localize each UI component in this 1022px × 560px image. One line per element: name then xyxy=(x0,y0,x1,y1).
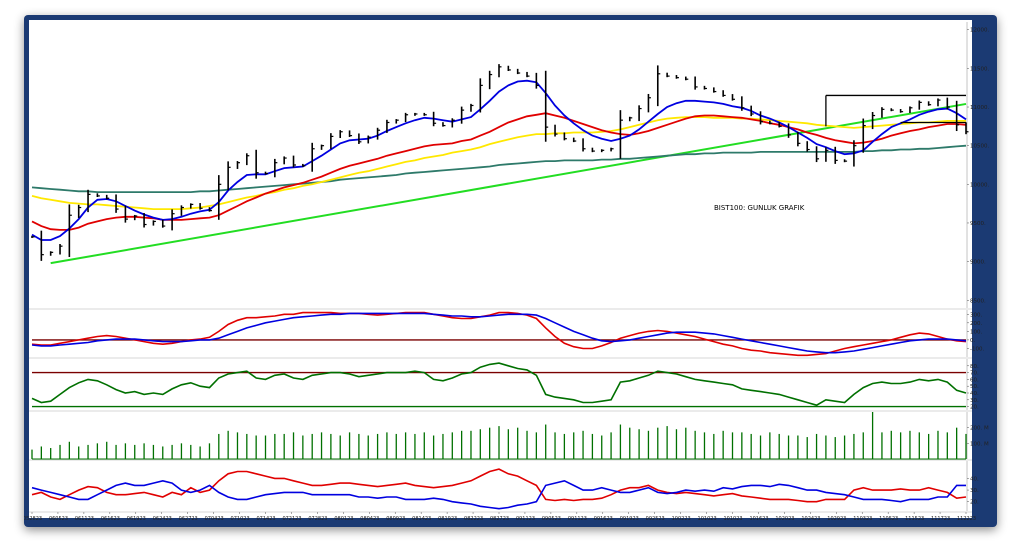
x-tick-label: 081923 xyxy=(438,516,457,522)
ma-long-line xyxy=(31,144,967,194)
chart-marks xyxy=(31,64,969,510)
y-tick-label: 9000. xyxy=(970,260,986,266)
x-tick-label: 072823 xyxy=(308,516,327,522)
x-tick-label: 090523 xyxy=(542,516,561,522)
y-tick-label: 10000. xyxy=(970,182,989,188)
x-tick-label: 082723 xyxy=(490,516,509,522)
x-tick-label: 092523 xyxy=(646,516,665,522)
momentum-blue-line xyxy=(31,312,967,354)
y-tick-label: 11500. xyxy=(970,66,989,72)
x-tick-label: 091923 xyxy=(620,516,639,522)
plot-area xyxy=(29,20,972,518)
y-tick-label: 300. xyxy=(970,312,982,318)
dmi-red-line xyxy=(31,468,967,503)
y-tick-label: 100. xyxy=(970,329,982,335)
y-tick-label: 20. xyxy=(970,500,979,506)
y-tick-label: 50. xyxy=(970,384,979,390)
x-tick-label: 082223 xyxy=(464,516,483,522)
ma-red-line xyxy=(31,112,967,231)
x-tick-label: 101023 xyxy=(724,516,743,522)
rsi-line xyxy=(31,362,967,407)
x-tick-label: 071023 xyxy=(231,516,250,522)
x-tick-label: 081423 xyxy=(412,516,431,522)
y-tick-label: 30. xyxy=(970,488,979,494)
dmi-blue-line xyxy=(31,479,966,510)
chart-title: BIST100: GUNLUK GRAFIK xyxy=(714,204,805,212)
axes: 8500. 9000. 9500. 10000. 10500. 11000. 11500. 1… xyxy=(24,28,989,522)
y-tick-label: 40. xyxy=(970,391,979,397)
y-tick-label: 9500. xyxy=(970,221,986,227)
x-tick-label: 091123 xyxy=(516,516,535,522)
x-tick-label: 061623 xyxy=(101,516,120,522)
x-tick-label: 112223 xyxy=(957,516,976,522)
x-tick-label: 052823 xyxy=(24,516,42,522)
x-tick-label: 100223 xyxy=(672,516,691,522)
ma-yellow-line xyxy=(31,116,966,211)
y-tick-label: 12000. xyxy=(970,28,989,34)
x-tick-label: 072123 xyxy=(282,516,301,522)
x-tick-label: 080123 xyxy=(334,516,353,522)
y-tick-label: 0. xyxy=(970,338,975,344)
trendline xyxy=(50,102,967,265)
y-tick-label: 200. M xyxy=(970,426,989,432)
x-tick-label: 102923 xyxy=(827,516,846,522)
y-tick-label: 30. xyxy=(970,398,979,404)
x-tick-label: 102423 xyxy=(801,516,820,522)
y-tick-label: 80. xyxy=(970,364,979,370)
x-tick-label: 102023 xyxy=(775,516,794,522)
x-tick-label: 091123 xyxy=(568,516,587,522)
x-tick-label: 061923 xyxy=(127,516,146,522)
chart-frame: 8500. 9000. 9500. 10000. 10500. 11000. 11500. 1… xyxy=(24,15,997,527)
y-tick-label: 11000. xyxy=(970,105,989,111)
x-tick-label: 101023 xyxy=(698,516,717,522)
ma-blue-line xyxy=(31,79,967,241)
y-tick-label: 70. xyxy=(970,371,979,377)
x-tick-label: 062723 xyxy=(179,516,198,522)
x-tick-label: 080923 xyxy=(386,516,405,522)
x-tick-label: 091623 xyxy=(594,516,613,522)
panel-borders xyxy=(29,22,972,513)
x-tick-label: 080423 xyxy=(360,516,379,522)
x-tick-label: 101623 xyxy=(749,516,768,522)
y-tick-label: 200. xyxy=(970,321,982,327)
x-tick-label: 111523 xyxy=(905,516,924,522)
x-tick-label: 110323 xyxy=(853,516,872,522)
x-tick-label: 062423 xyxy=(153,516,172,522)
x-tick-label: 111723 xyxy=(931,516,950,522)
x-tick-label: 071423 xyxy=(257,516,276,522)
chart-svg: 8500. 9000. 9500. 10000. 10500. 11000. 11500. 1… xyxy=(24,20,989,522)
x-tick-label: 061123 xyxy=(75,516,94,522)
x-tick-label: 110523 xyxy=(879,516,898,522)
y-tick-label: 10500. xyxy=(970,144,989,150)
x-tick-label: 060523 xyxy=(49,516,68,522)
y-tick-label: 8500. xyxy=(970,298,986,304)
y-tick-label: 20. xyxy=(970,405,979,411)
x-tick-label: 070423 xyxy=(205,516,224,522)
y-tick-label: 60. xyxy=(970,377,979,383)
y-tick-label: -100. xyxy=(970,346,984,352)
y-tick-label: 40. xyxy=(970,476,979,482)
y-tick-label: 100. M xyxy=(970,441,989,447)
